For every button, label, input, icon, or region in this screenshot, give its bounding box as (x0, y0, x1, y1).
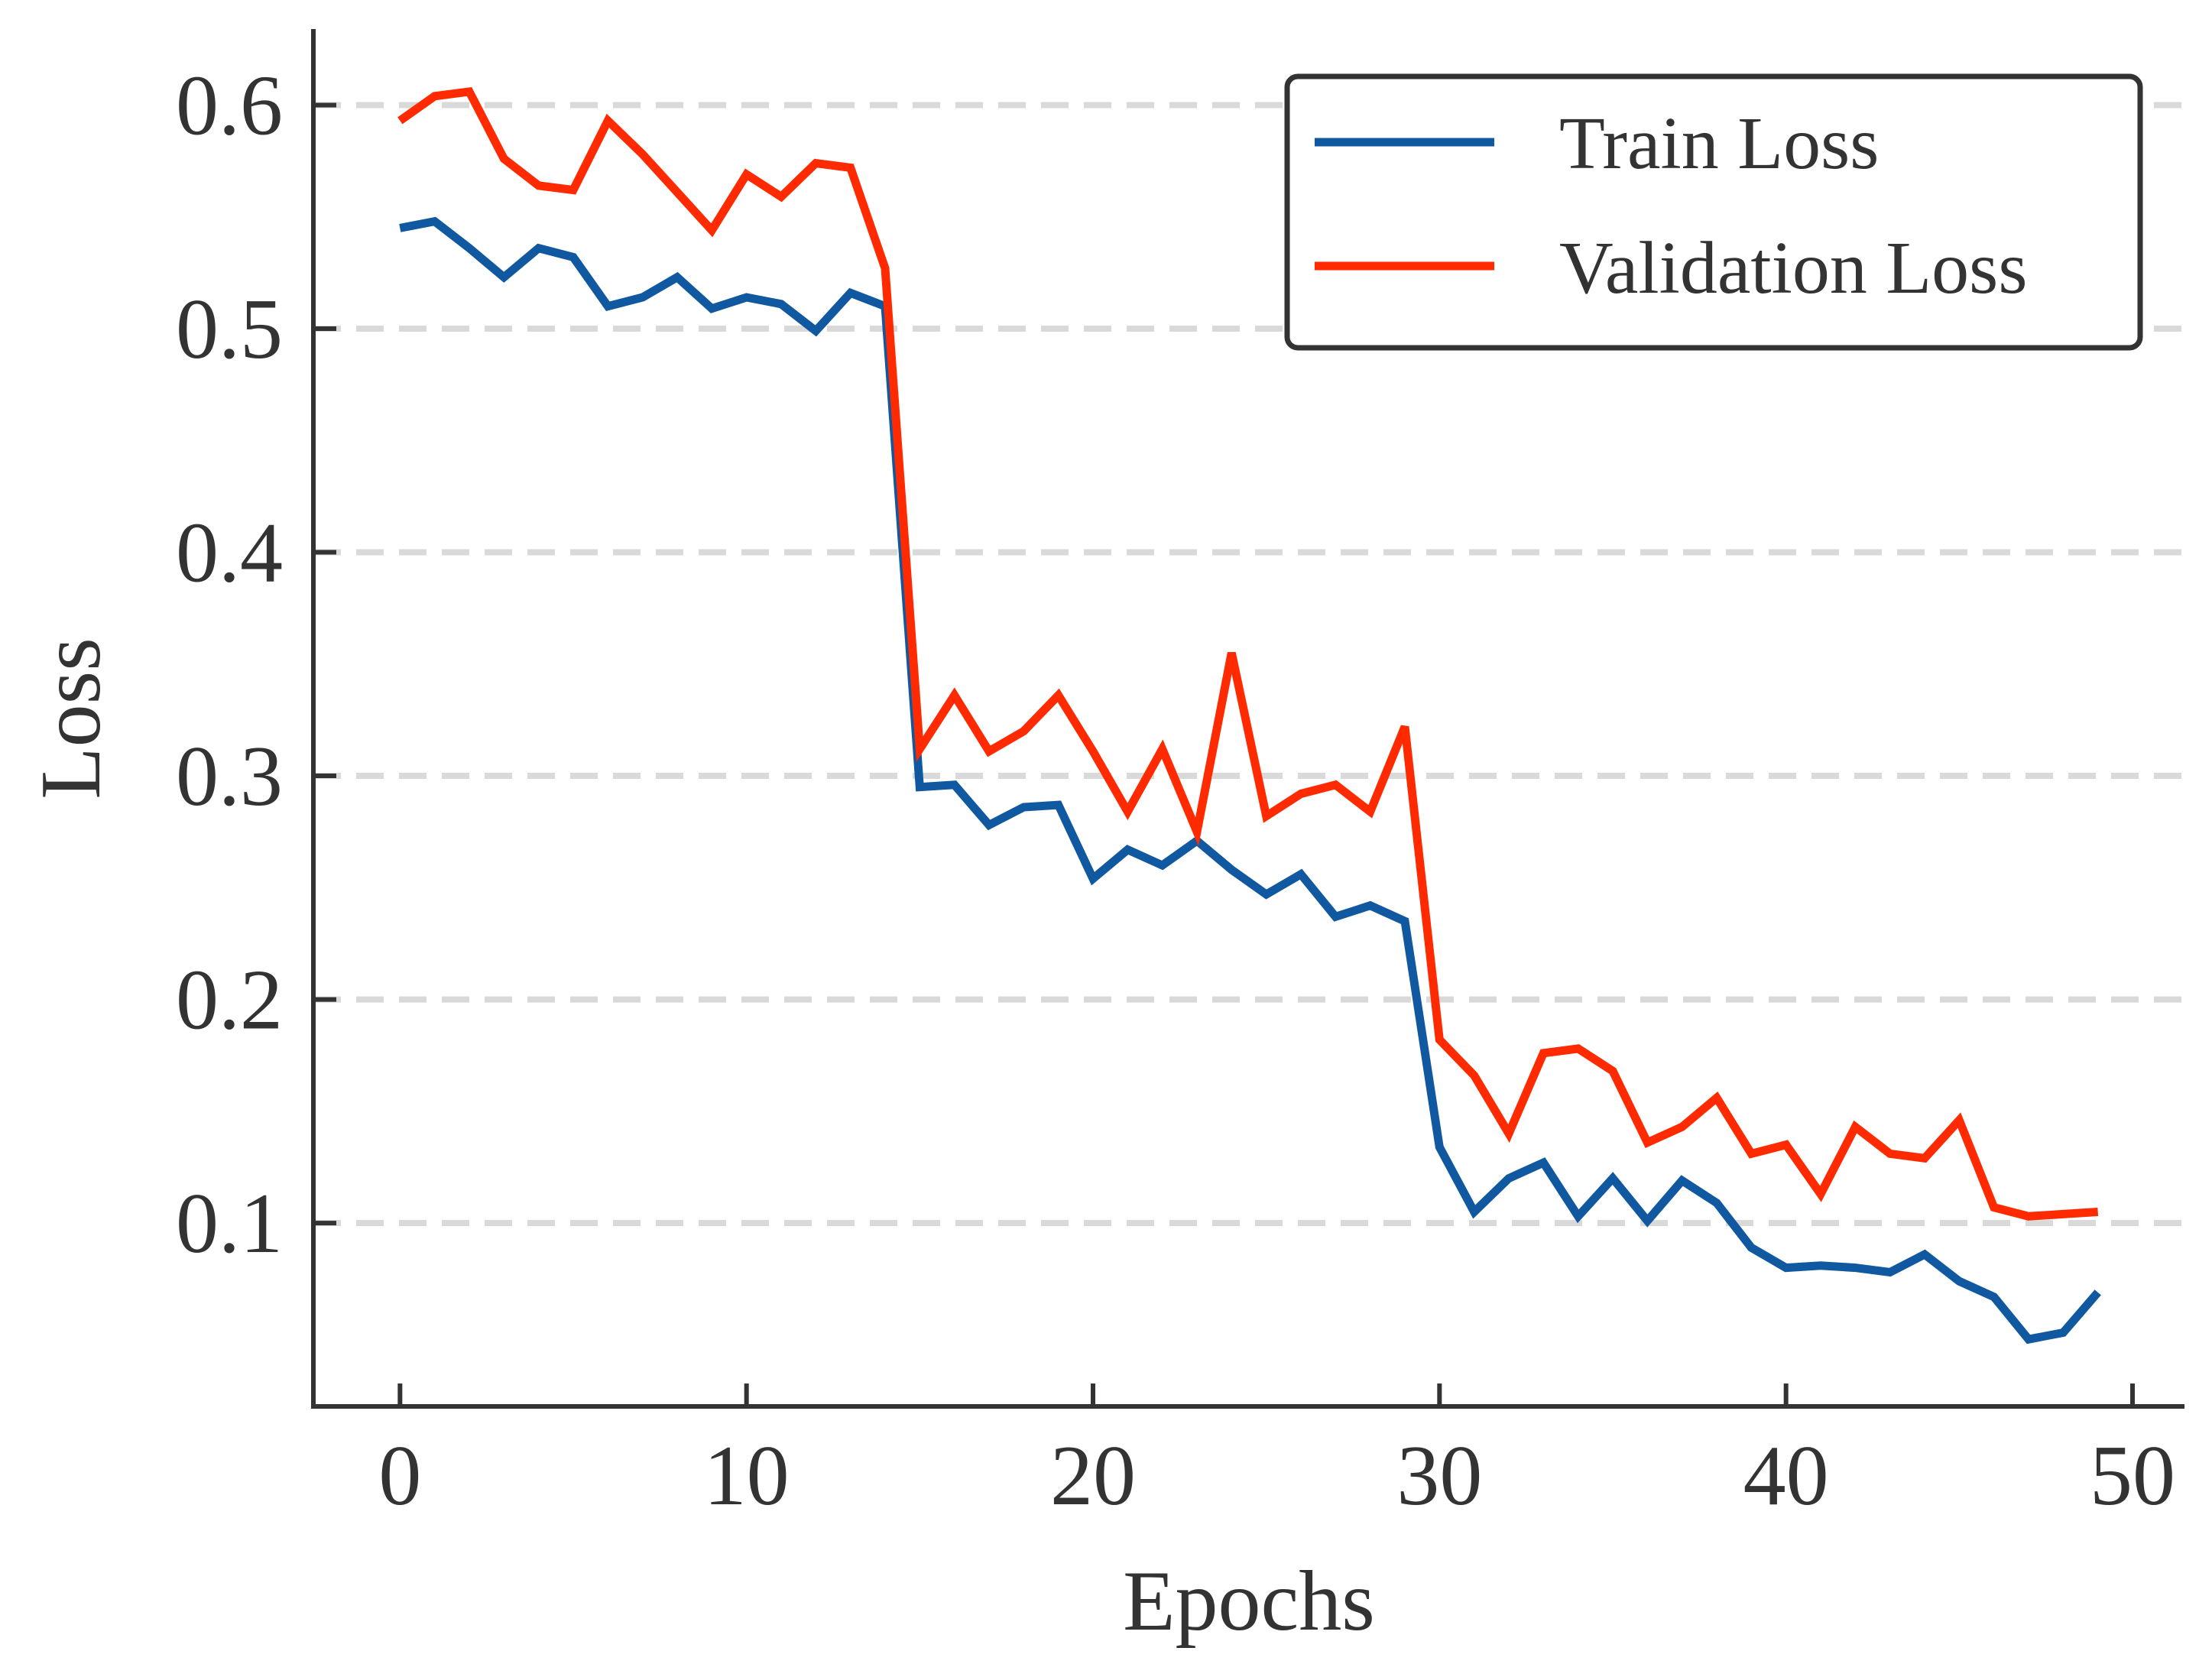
y-tick-label-2: 0.3 (176, 729, 283, 824)
legend-label-validation: Validation Loss (1559, 227, 2027, 310)
legend-label-train: Train Loss (1559, 102, 1879, 185)
x-tick-label-3: 30 (1396, 1429, 1482, 1523)
x-tick-label-5: 50 (2090, 1429, 2175, 1523)
series-line-train-loss (399, 216, 2101, 1345)
x-tick-label-0: 0 (378, 1429, 421, 1523)
y-tick-label-5: 0.6 (176, 58, 283, 153)
legend-box (1284, 73, 2143, 351)
ticks: 0.1 0.2 0.3 0.4 0.5 0.6 0 10 20 30 40 50 (176, 58, 2175, 1523)
y-tick-label-0: 0.1 (176, 1176, 283, 1271)
y-tick-label-1: 0.2 (176, 953, 283, 1048)
legend: Train Loss Validation Loss (1284, 73, 2143, 351)
y-tick-label-4: 0.5 (176, 282, 283, 377)
y-axis-title: Loss (24, 637, 118, 800)
x-tick-label-4: 40 (1743, 1429, 1829, 1523)
x-tick-label-2: 20 (1050, 1429, 1136, 1523)
y-tick-label-3: 0.4 (176, 506, 283, 601)
series (397, 86, 2101, 1345)
axes (311, 29, 2184, 1409)
series-line-validation-loss (397, 86, 2099, 1221)
x-axis-title: Epochs (1123, 1554, 1375, 1649)
x-tick-label-1: 10 (704, 1429, 790, 1523)
